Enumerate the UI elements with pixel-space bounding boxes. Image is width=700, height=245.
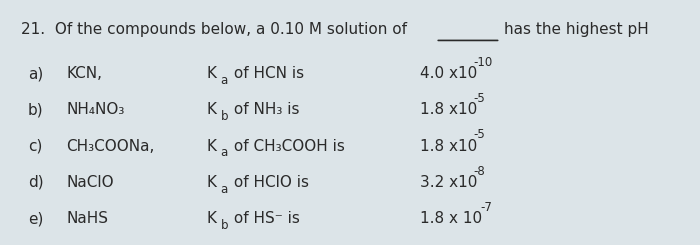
Text: NaHS: NaHS — [66, 211, 108, 226]
Text: d): d) — [28, 175, 43, 190]
Text: CH₃COONa,: CH₃COONa, — [66, 138, 155, 154]
Text: e): e) — [28, 211, 43, 226]
Text: b: b — [220, 219, 228, 232]
Text: NH₄NO₃: NH₄NO₃ — [66, 102, 125, 117]
Text: of HS⁻ is: of HS⁻ is — [229, 211, 300, 226]
Text: 4.0 x10: 4.0 x10 — [420, 66, 477, 81]
Text: K: K — [206, 66, 216, 81]
Text: 1.8 x10: 1.8 x10 — [420, 138, 477, 154]
Text: -5: -5 — [473, 92, 484, 105]
Text: K: K — [206, 102, 216, 117]
Text: of CH₃COOH is: of CH₃COOH is — [229, 138, 345, 154]
Text: 1.8 x 10: 1.8 x 10 — [420, 211, 482, 226]
Text: a: a — [220, 74, 228, 87]
Text: of NH₃ is: of NH₃ is — [229, 102, 300, 117]
Text: 21.  Of the compounds below, a 0.10 M solution of: 21. Of the compounds below, a 0.10 M sol… — [21, 22, 412, 37]
Text: K: K — [206, 211, 216, 226]
Text: K: K — [206, 138, 216, 154]
Text: c): c) — [28, 138, 43, 154]
Text: has the highest pH: has the highest pH — [504, 22, 649, 37]
Text: -7: -7 — [480, 201, 492, 214]
Text: 3.2 x10: 3.2 x10 — [420, 175, 477, 190]
Text: K: K — [206, 175, 216, 190]
Text: -8: -8 — [473, 165, 484, 178]
Text: a: a — [220, 146, 228, 159]
Text: a): a) — [28, 66, 43, 81]
Text: -10: -10 — [473, 56, 492, 69]
Text: KCN,: KCN, — [66, 66, 102, 81]
Text: b): b) — [28, 102, 43, 117]
Text: NaClO: NaClO — [66, 175, 114, 190]
Text: b: b — [220, 110, 228, 123]
Text: of HCN is: of HCN is — [229, 66, 304, 81]
Text: -5: -5 — [473, 128, 484, 142]
Text: of HClO is: of HClO is — [229, 175, 309, 190]
Text: a: a — [220, 183, 228, 196]
Text: 1.8 x10: 1.8 x10 — [420, 102, 477, 117]
